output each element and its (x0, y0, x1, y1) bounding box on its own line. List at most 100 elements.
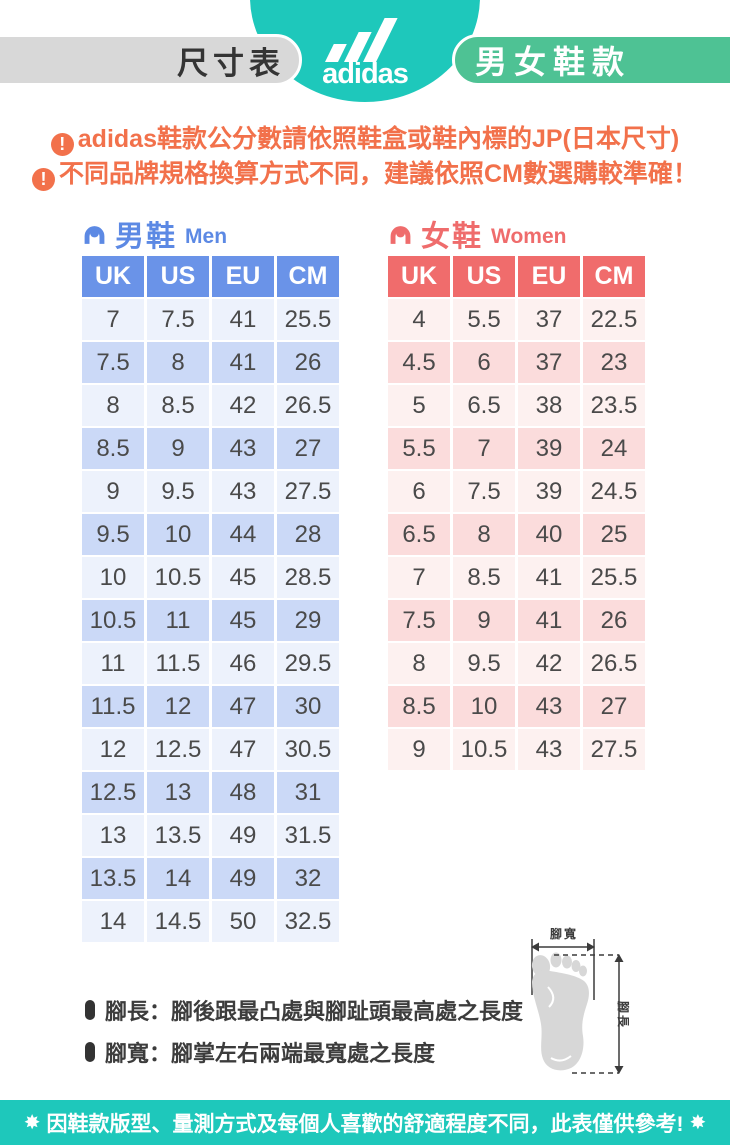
size-cell: 9.5 (147, 471, 209, 512)
size-cell: 14.5 (147, 901, 209, 942)
size-cell: 6 (388, 471, 450, 512)
size-cell: 40 (518, 514, 580, 555)
size-cell: 26.5 (277, 385, 339, 426)
adidas-logo: adidas (305, 16, 425, 90)
size-cell: 26.5 (583, 643, 645, 684)
size-cell: 10.5 (453, 729, 515, 770)
size-cell: 44 (212, 514, 274, 555)
size-cell: 37 (518, 299, 580, 340)
size-cell: 32 (277, 858, 339, 899)
column-header: UK (388, 256, 450, 297)
size-cell: 39 (518, 428, 580, 469)
size-cell: 12.5 (82, 772, 144, 813)
size-cell: 41 (518, 600, 580, 641)
size-cell: 5.5 (388, 428, 450, 469)
size-cell: 43 (518, 729, 580, 770)
adidas-three-stripes-icon (325, 18, 398, 62)
foot-length-note: 腳長：腳後跟最凸處與腳趾頭最高處之長度 (85, 994, 523, 1026)
size-cell: 8.5 (388, 686, 450, 727)
size-cell: 42 (212, 385, 274, 426)
notice-text: adidas鞋款公分數請依照鞋盒或鞋內標的JP(日本尺寸) (77, 125, 680, 153)
women-title-en: Women (491, 225, 567, 248)
size-cell: 10 (82, 557, 144, 598)
column-header: EU (212, 256, 274, 297)
size-cell: 8 (147, 342, 209, 383)
bullet-icon (85, 1042, 95, 1062)
size-cell: 7.5 (82, 342, 144, 383)
size-cell: 7 (388, 557, 450, 598)
size-cell: 23.5 (583, 385, 645, 426)
size-cell: 9 (147, 428, 209, 469)
column-header: US (147, 256, 209, 297)
size-cell: 6 (453, 342, 515, 383)
foot-width-note-text: 腳寬：腳掌左右兩端最寬處之長度 (105, 1041, 436, 1066)
size-cell: 9 (388, 729, 450, 770)
female-person-icon (390, 225, 411, 244)
notice-text: 不同品牌規格換算方式不同，建議依照CM數選購較準確！ (59, 160, 698, 188)
size-cell: 43 (212, 471, 274, 512)
size-cell: 27.5 (277, 471, 339, 512)
size-cell: 27.5 (583, 729, 645, 770)
size-cell: 8 (388, 643, 450, 684)
size-cell: 43 (212, 428, 274, 469)
size-cell: 7.5 (147, 299, 209, 340)
size-cell: 41 (212, 299, 274, 340)
size-cell: 9 (82, 471, 144, 512)
size-chart-title: 尺寸表 (177, 45, 285, 81)
men-title-zh: 男鞋 (115, 221, 178, 253)
foot-outline-icon (531, 939, 624, 1074)
male-person-icon (84, 225, 105, 244)
bullet-icon (85, 1000, 95, 1020)
size-chart-title-pill: 尺寸表 (0, 34, 302, 86)
size-cell: 8 (453, 514, 515, 555)
size-cell: 5 (388, 385, 450, 426)
size-cell: 30 (277, 686, 339, 727)
size-cell: 45 (212, 557, 274, 598)
men-title-en: Men (185, 225, 228, 248)
size-cell: 47 (212, 729, 274, 770)
size-cell: 49 (212, 858, 274, 899)
notice-line: ! adidas鞋款公分數請依照鞋盒或鞋內標的JP(日本尺寸) (0, 122, 730, 157)
size-cell: 24.5 (583, 471, 645, 512)
size-cell: 9.5 (82, 514, 144, 555)
size-cell: 14 (147, 858, 209, 899)
size-cell: 13.5 (82, 858, 144, 899)
size-cell: 11 (147, 600, 209, 641)
size-cell: 25 (583, 514, 645, 555)
exclamation-icon: ! (32, 168, 56, 191)
size-cell: 22.5 (583, 299, 645, 340)
size-cell: 32.5 (277, 901, 339, 942)
star-icon: ✸ (689, 1112, 707, 1134)
size-cell: 30.5 (277, 729, 339, 770)
notice-block: ! adidas鞋款公分數請依照鞋盒或鞋內標的JP(日本尺寸) ! 不同品牌規格換算… (0, 122, 730, 192)
category-pill: 男女鞋款 (452, 34, 730, 86)
size-cell: 11 (82, 643, 144, 684)
size-cell: 4 (388, 299, 450, 340)
size-cell: 45 (212, 600, 274, 641)
men-section-title: 男鞋 Men (82, 216, 228, 253)
size-cell: 9 (453, 600, 515, 641)
size-cell: 42 (518, 643, 580, 684)
size-cell: 6.5 (388, 514, 450, 555)
size-cell: 48 (212, 772, 274, 813)
disclaimer-bar: ✸ 因鞋款版型、量測方式及每個人喜歡的舒適程度不同，此表僅供參考! ✸ (0, 1100, 730, 1145)
size-cell: 50 (212, 901, 274, 942)
column-header: US (453, 256, 515, 297)
size-cell: 37 (518, 342, 580, 383)
size-cell: 43 (518, 686, 580, 727)
size-cell: 47 (212, 686, 274, 727)
size-cell: 25.5 (583, 557, 645, 598)
size-cell: 5.5 (453, 299, 515, 340)
size-cell: 28 (277, 514, 339, 555)
star-icon: ✸ (23, 1112, 41, 1134)
size-cell: 10 (147, 514, 209, 555)
size-cell: 12 (82, 729, 144, 770)
size-cell: 27 (583, 686, 645, 727)
size-cell: 12 (147, 686, 209, 727)
men-size-table: UK US EU CM 7 7.5 41 25.5 7.5 8 41 26 8 8.5 42 26.5 8.5 9… (82, 256, 339, 942)
size-cell: 23 (583, 342, 645, 383)
size-cell: 10.5 (82, 600, 144, 641)
size-cell: 13.5 (147, 815, 209, 856)
adidas-wordmark: adidas (322, 58, 409, 90)
